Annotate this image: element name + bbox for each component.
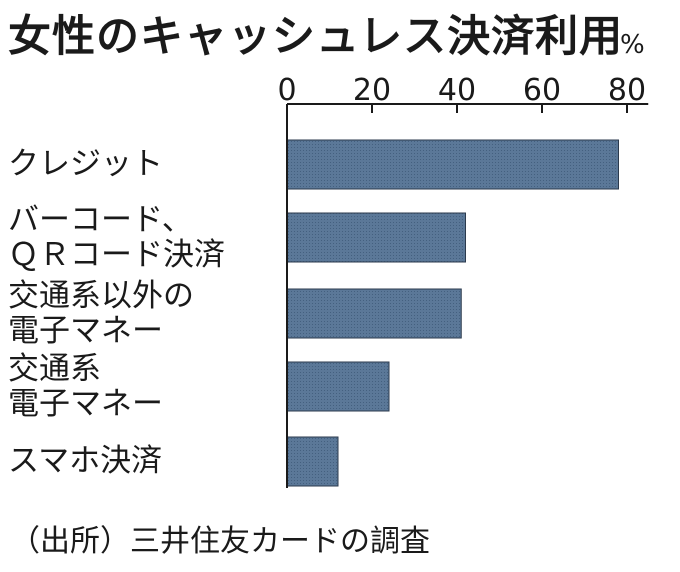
category-label: 交通系以外の 電子マネー bbox=[8, 277, 194, 349]
bar bbox=[286, 361, 390, 412]
source-note: （出所）三井住友カードの調査 bbox=[10, 524, 430, 559]
axis-group: 0 20 40 60 80 bbox=[277, 73, 649, 488]
chart-title: 女性のキャッシュレス決済利用 bbox=[8, 12, 624, 62]
x-tick-label: 40 bbox=[438, 73, 476, 108]
x-tick-label: 80 bbox=[608, 73, 646, 108]
category-label: スマホ決済 bbox=[8, 443, 163, 479]
category-label: バーコード、 ＱＲコード決済 bbox=[8, 201, 225, 273]
bar bbox=[286, 436, 339, 487]
bar bbox=[286, 212, 466, 263]
bar bbox=[286, 139, 619, 190]
x-tick-label: 20 bbox=[353, 73, 391, 108]
bar bbox=[286, 288, 462, 339]
bars-group bbox=[286, 139, 619, 487]
category-label: 交通系 電子マネー bbox=[8, 350, 163, 422]
category-label: クレジット bbox=[8, 146, 163, 182]
unit-label: % bbox=[620, 30, 645, 60]
x-tick-label: 0 bbox=[277, 73, 296, 108]
x-tick-label: 60 bbox=[523, 73, 561, 108]
